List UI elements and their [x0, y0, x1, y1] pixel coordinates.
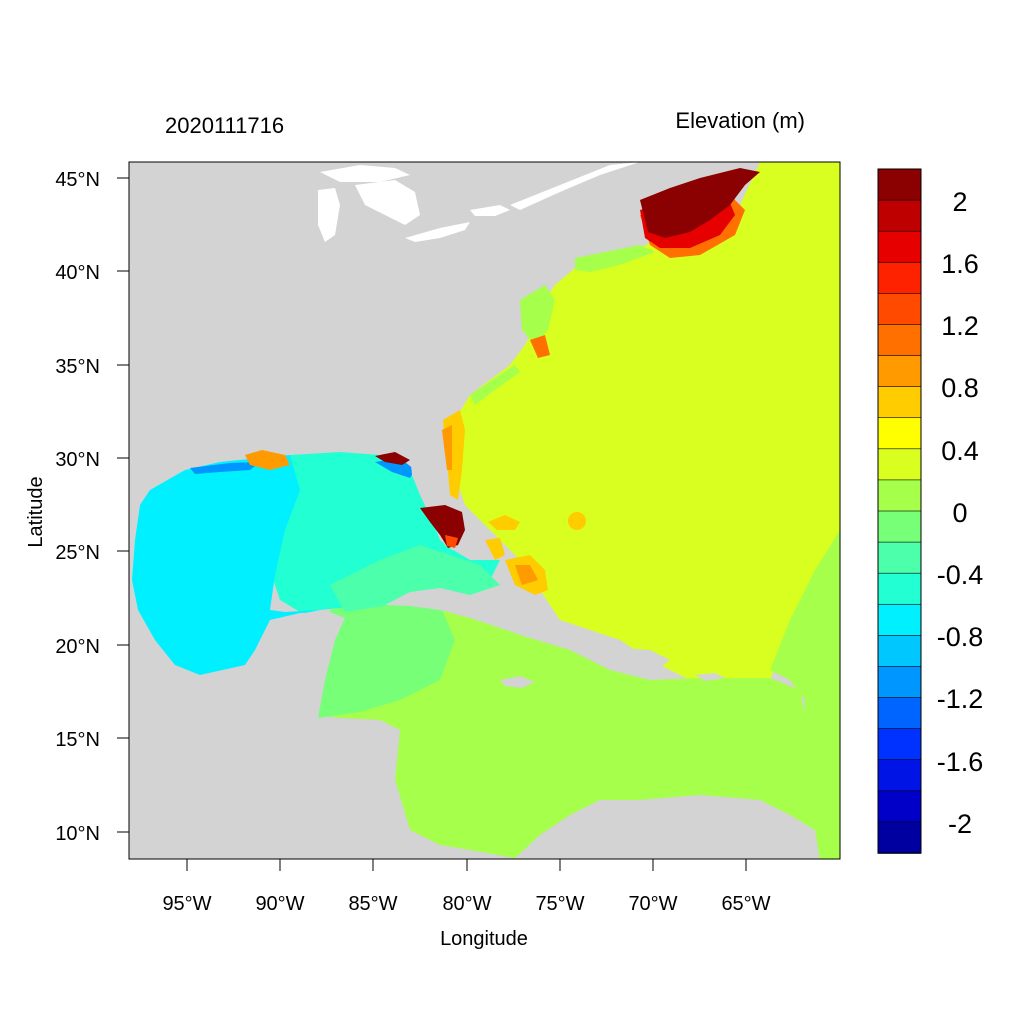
- colorbar-swatch: [877, 603, 922, 637]
- x-tick-label: 80°W: [442, 893, 491, 915]
- colorbar-label: -0.8: [937, 622, 984, 652]
- colorbar-swatch: [877, 293, 922, 326]
- colorbar-label: 2: [952, 187, 967, 217]
- colorbar: [877, 168, 922, 854]
- plot-frame: [128, 161, 841, 860]
- x-tick-label: 90°W: [255, 893, 304, 915]
- colorbar-swatch: [877, 510, 922, 543]
- y-tick-label: 30°N: [55, 449, 100, 471]
- colorbar-label: 1.2: [941, 311, 979, 341]
- south-america-land: [516, 795, 820, 859]
- x-axis: 95°W 90°W 85°W 80°W 75°W 70°W 65°W Longi…: [162, 859, 771, 950]
- colorbar-swatch: [877, 635, 922, 668]
- lake-erie: [405, 222, 470, 242]
- colorbar-swatch: [877, 417, 922, 450]
- y-axis: 45°N 40°N 35°N 30°N 25°N 20°N 15°N 10°N …: [25, 169, 129, 845]
- y-tick-label: 25°N: [55, 542, 100, 564]
- colorbar-label: 0: [952, 498, 967, 528]
- colorbar-label: 0.8: [941, 373, 979, 403]
- colorbar-swatch: [877, 821, 922, 854]
- bahamas-spot: [568, 512, 586, 530]
- y-axis-title: Latitude: [25, 476, 47, 547]
- saint-lawrence: [510, 162, 640, 210]
- southeast-shelf: [470, 365, 520, 405]
- hatteras-surge: [530, 335, 550, 358]
- colorbar-label: -1.6: [937, 747, 984, 777]
- northeast-shelf: [575, 245, 655, 272]
- date-title: 2020111716: [165, 113, 284, 138]
- map-plot-area: [129, 162, 840, 859]
- x-axis-title: Longitude: [440, 928, 528, 950]
- gulf-shelf-low: [190, 462, 260, 474]
- lake-michigan: [318, 188, 340, 242]
- x-tick-label: 65°W: [721, 893, 770, 915]
- cuba-land: [385, 588, 590, 648]
- colorbar-swatch: [877, 324, 922, 357]
- puerto-rico-land: [695, 673, 725, 681]
- x-tick-label: 85°W: [348, 893, 397, 915]
- western-caribbean: [315, 598, 455, 718]
- colorbar-frame: [877, 168, 922, 854]
- colorbar-swatch: [877, 230, 922, 264]
- gulf-of-maine-surge: [640, 168, 760, 238]
- andros-band: [485, 538, 505, 560]
- hispaniola-land: [600, 648, 670, 668]
- colorbar-swatch: [877, 479, 922, 512]
- yucatan-land: [262, 612, 345, 720]
- x-tick-label: 70°W: [628, 893, 677, 915]
- x-tick-label: 75°W: [535, 893, 584, 915]
- lake-huron: [355, 180, 420, 225]
- colorbar-label: 0.4: [941, 436, 979, 466]
- lake-superior: [320, 165, 410, 182]
- y-tick-label: 45°N: [55, 169, 100, 191]
- atlantic-ocean: [450, 162, 840, 680]
- colorbar-swatch: [877, 448, 922, 481]
- east-atlantic-band: [770, 530, 840, 859]
- florida-surge-tip: [445, 535, 458, 548]
- colorbar-swatch: [877, 790, 922, 823]
- mid-atlantic-shelf: [520, 285, 555, 345]
- colorbar-swatch: [877, 697, 922, 730]
- colorbar-swatch: [877, 168, 922, 201]
- colorbar-labels: 2 1.6 1.2 0.8 0.4 0 -0.4 -0.8 -1.2 -1.6 …: [937, 187, 984, 839]
- x-tick-label: 95°W: [162, 893, 211, 915]
- colorbar-label: 1.6: [941, 249, 979, 279]
- colorbar-swatch: [877, 386, 922, 419]
- lake-ontario: [470, 205, 510, 216]
- y-tick-label: 35°N: [55, 356, 100, 378]
- y-tick-label: 40°N: [55, 262, 100, 284]
- colorbar-swatch: [877, 541, 922, 574]
- colorbar-label: -0.4: [937, 560, 984, 590]
- louisiana-surge: [245, 450, 290, 470]
- elevation-title: Elevation (m): [675, 108, 805, 133]
- jamaica-land: [500, 676, 535, 688]
- gulf-west: [132, 455, 320, 675]
- colorbar-swatch: [877, 572, 922, 606]
- florida-east-inner: [442, 425, 452, 470]
- bahamas-banks-2: [515, 565, 538, 585]
- colorbar-swatch: [877, 759, 922, 792]
- colorbar-swatch: [877, 355, 922, 388]
- colorbar-swatch: [877, 666, 922, 699]
- colorbar-swatch: [877, 728, 922, 761]
- y-tick-label: 10°N: [55, 823, 100, 845]
- y-tick-label: 15°N: [55, 729, 100, 751]
- colorbar-label: -2: [948, 809, 972, 839]
- y-tick-label: 20°N: [55, 636, 100, 658]
- colorbar-swatch: [877, 261, 922, 295]
- colorbar-swatch: [877, 199, 922, 232]
- central-america-land: [129, 680, 510, 859]
- colorbar-label: -1.2: [937, 684, 984, 714]
- bahamas-north: [488, 515, 520, 530]
- bigbend-surge: [375, 452, 410, 465]
